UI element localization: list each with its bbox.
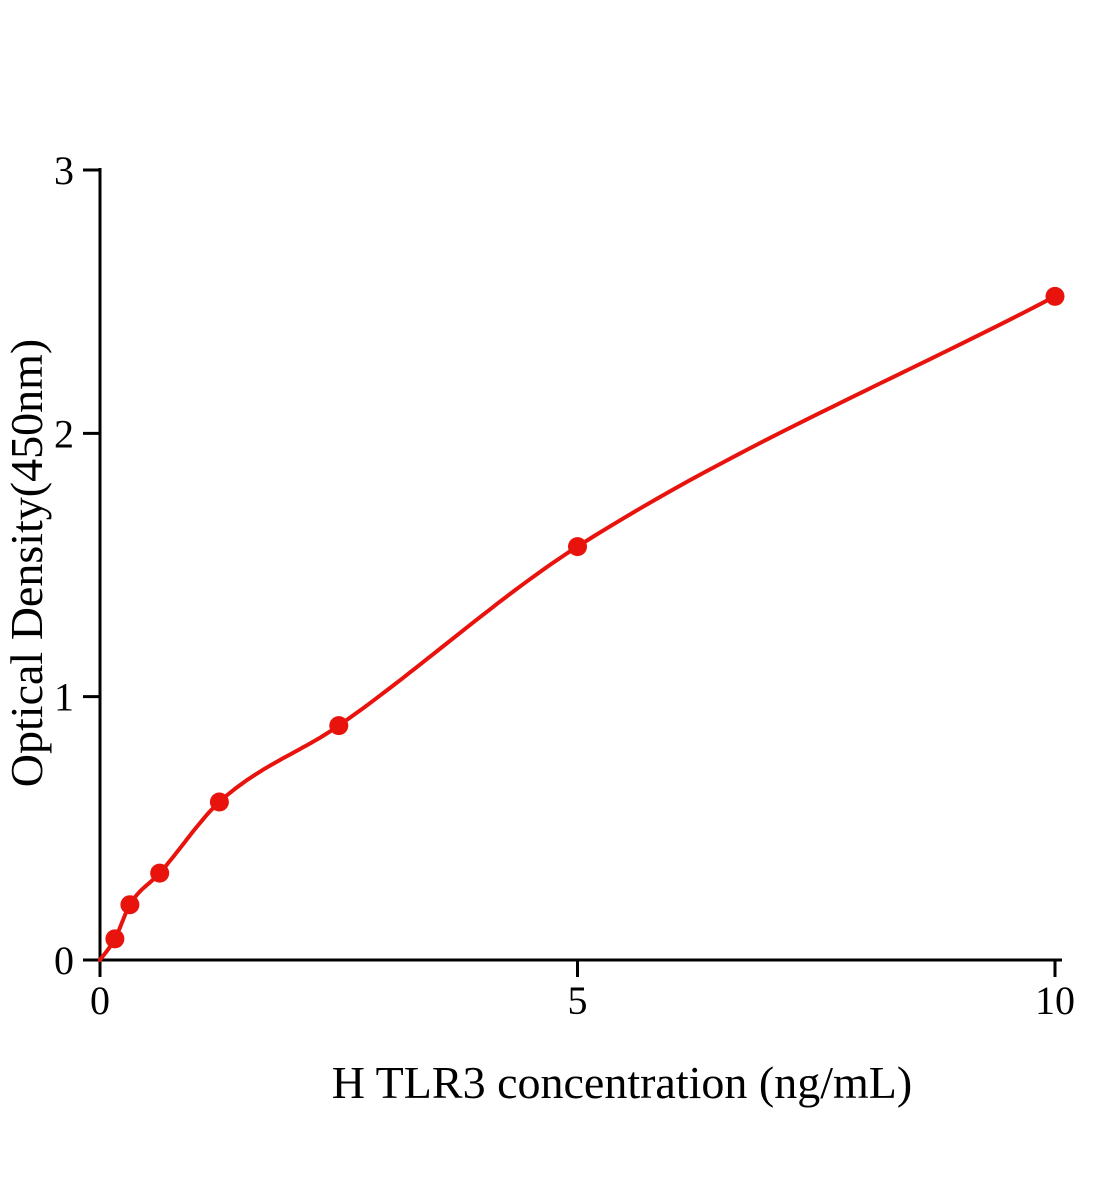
data-point [105, 929, 125, 949]
data-point [150, 863, 170, 883]
x-tick-label: 0 [90, 978, 110, 1023]
y-tick-label: 0 [54, 938, 74, 983]
axes [98, 168, 1062, 962]
axis-ticks [83, 168, 1057, 977]
y-axis-label: Optical Density(450nm) [1, 339, 52, 787]
data-point [329, 716, 349, 736]
x-tick-label: 5 [568, 978, 588, 1023]
x-tick-label: 10 [1035, 978, 1075, 1023]
axis-tick-labels: 0 5 10 0 1 2 3 [54, 148, 1075, 1023]
data-point [568, 537, 587, 557]
y-tick-label: 1 [54, 675, 74, 720]
y-tick-label: 3 [54, 148, 74, 193]
data-point [1045, 286, 1065, 306]
x-axis-label: H TLR3 concentration (ng/mL) [332, 1057, 912, 1108]
data-point [120, 895, 140, 915]
y-tick-label: 2 [54, 411, 74, 456]
data-point [209, 792, 229, 812]
data-points [105, 286, 1065, 949]
fit-curve [98, 294, 1057, 962]
